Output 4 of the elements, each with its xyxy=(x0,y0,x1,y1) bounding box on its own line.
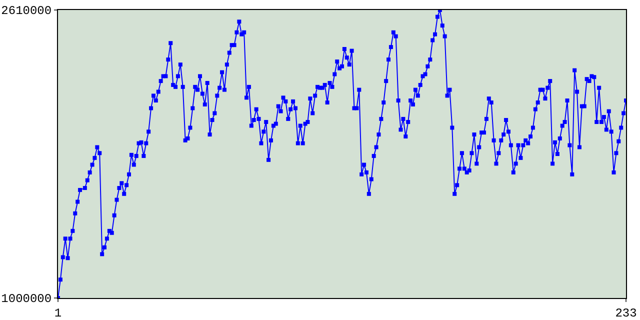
x-tick-label: 1 xyxy=(54,306,62,320)
x-tick-label: 233 xyxy=(615,306,637,320)
y-tick-label: 1000000 xyxy=(1,292,52,306)
y-tick-label: 2610000 xyxy=(1,4,52,18)
